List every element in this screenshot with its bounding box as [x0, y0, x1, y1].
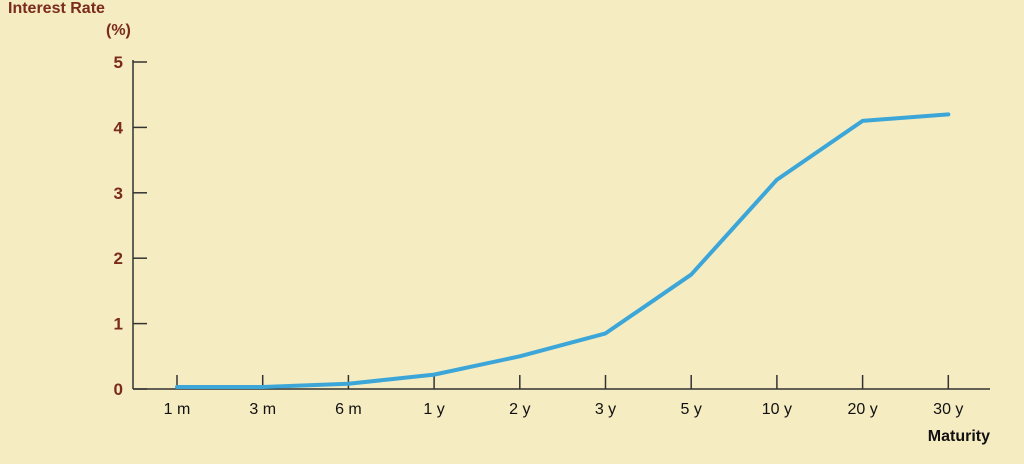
- y-tick-label: 1: [114, 315, 123, 334]
- y-tick-label: 0: [114, 380, 123, 399]
- y-axis-unit: (%): [106, 22, 131, 39]
- x-axis-label: Maturity: [927, 428, 990, 445]
- x-tick-label: 3 m: [249, 401, 276, 418]
- y-tick-label: 2: [114, 249, 123, 268]
- y-tick-label: 5: [114, 53, 123, 72]
- x-tick-label: 3 y: [595, 401, 616, 418]
- x-tick-label: 10 y: [762, 401, 792, 418]
- y-tick-label: 4: [114, 118, 124, 137]
- x-tick-label: 30 y: [933, 401, 963, 418]
- y-axis-label: Interest Rate: [8, 0, 105, 17]
- x-ticks: 1 m 3 m 6 m 1 y 2 y 3 y 5 y 10 y 20 y 30 y: [164, 375, 963, 418]
- x-tick-label: 1 m: [164, 401, 191, 418]
- y-tick-label: 3: [114, 184, 123, 203]
- x-tick-label: 5 y: [681, 401, 702, 418]
- x-tick-label: 6 m: [335, 401, 362, 418]
- yield-curve-line: [175, 112, 951, 390]
- x-tick-label: 2 y: [509, 401, 530, 418]
- x-tick-label: 1 y: [423, 401, 444, 418]
- y-ticks: 0 1 2 3 4 5: [114, 53, 147, 399]
- x-tick-label: 20 y: [847, 401, 877, 418]
